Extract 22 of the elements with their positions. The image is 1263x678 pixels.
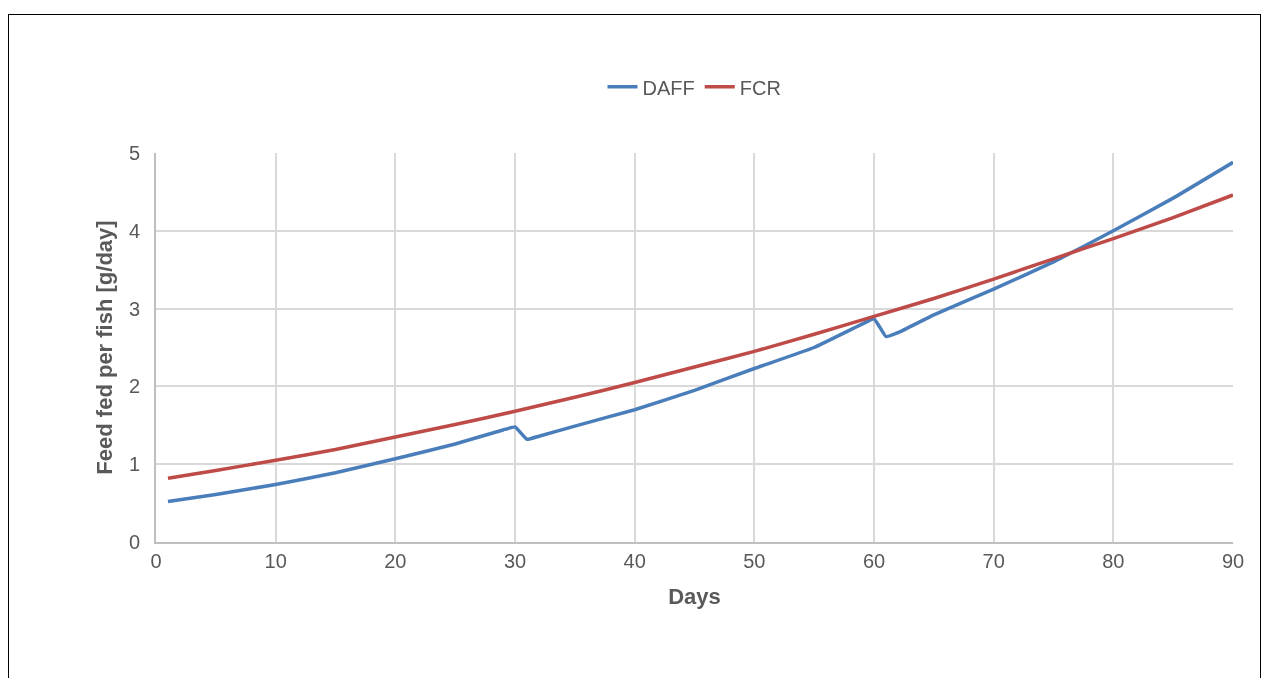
legend-label: FCR (739, 76, 781, 99)
x-tick-label: 70 (982, 550, 1005, 572)
y-tick-label: 0 (128, 531, 140, 553)
x-tick-label: 90 (1221, 550, 1245, 572)
y-tick-label: 3 (128, 297, 140, 320)
line-series (166, 193, 1233, 480)
x-tick-label: 10 (264, 550, 287, 572)
legend-label: DAFF (642, 76, 695, 99)
x-tick-label: 30 (503, 550, 527, 572)
y-tick-label: 2 (128, 375, 140, 398)
y-tick-label: 1 (128, 453, 140, 476)
x-tick-label: 50 (743, 550, 766, 572)
y-tick-label: 5 (128, 142, 140, 164)
line-series (166, 160, 1233, 504)
x-tick-label: 60 (862, 550, 886, 572)
x-axis-title: Days (668, 584, 721, 610)
y-tick-label: 4 (128, 219, 140, 242)
x-tick-label: 40 (623, 550, 646, 572)
x-tick-label: 80 (1102, 550, 1125, 572)
x-tick-label: 20 (384, 550, 407, 572)
y-axis-title: Feed fed per fish [g/day] (92, 220, 118, 475)
x-tick-label: 0 (150, 550, 162, 572)
